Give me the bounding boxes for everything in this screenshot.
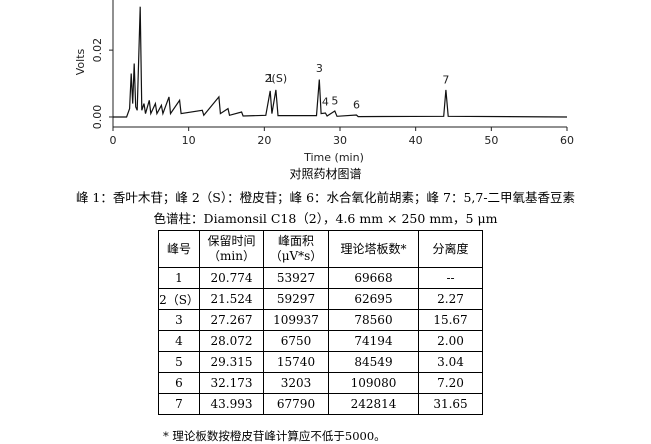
header-label: 理论塔板数* [340, 241, 407, 256]
y-tick-label: 0.02 [91, 38, 104, 63]
table-cell: 21.524 [199, 288, 264, 310]
table-cell: 242814 [328, 393, 419, 415]
table-cell: 20.774 [199, 267, 264, 289]
table-cell: 2.27 [418, 288, 483, 310]
table-cell: 53927 [263, 267, 329, 289]
x-tick-label: 10 [182, 134, 196, 147]
table-cell: 6750 [263, 330, 329, 352]
header-label: 峰号 [166, 241, 191, 256]
chart-axes: 0 10 20 30 40 50 60 0.00 0.02 Time (min) Volts [74, 0, 574, 164]
table-cell: 2.00 [418, 330, 483, 352]
results-table: 峰号 保留时间 （min） 峰面积 （μV*s） 理论塔板数* 分离度 1 20.77… [158, 230, 483, 415]
table-cell: 67790 [263, 393, 329, 415]
peak-label: 6 [353, 99, 360, 112]
x-axis-title: Time (min) [303, 151, 364, 164]
header-plate-number: 理论塔板数* [328, 230, 419, 268]
header-label: 峰面积 [277, 234, 314, 248]
table-cell: 5 [158, 351, 200, 373]
table-cell: 3203 [263, 372, 329, 394]
table-cell: 109937 [263, 309, 329, 331]
table-cell: 69668 [328, 267, 419, 289]
table-cell: 2（S） [158, 288, 200, 310]
table-cell: 62695 [328, 288, 419, 310]
table-cell: 3 [158, 309, 200, 331]
table-cell: -- [418, 267, 483, 289]
chromatogram-trace [113, 6, 568, 118]
table-cell: 15.67 [418, 309, 483, 331]
header-peak-no: 峰号 [158, 230, 200, 268]
table-cell: 32.173 [199, 372, 264, 394]
table-cell: 27.267 [199, 309, 264, 331]
table-cell: 29.315 [199, 351, 264, 373]
x-tick-label: 30 [333, 134, 347, 147]
table-cell: 7 [158, 393, 200, 415]
chart-marks: 12(S) 3 4 5 6 7 [113, 6, 568, 118]
peak-label: 7 [442, 74, 449, 87]
table-cell: 1 [158, 267, 200, 289]
header-unit: （min） [208, 249, 255, 263]
table-row: 4 28.072 6750 74194 2.00 [158, 330, 483, 352]
table-cell: 28.072 [199, 330, 264, 352]
table-row: 5 29.315 15740 84549 3.04 [158, 351, 483, 373]
peak-label: 5 [331, 94, 338, 107]
peak-label: 3 [316, 62, 323, 75]
y-tick-label: 0.00 [91, 105, 104, 130]
table-cell: 59297 [263, 288, 329, 310]
column-info: 色谱柱：Diamonsil C18（2），4.6 mm × 250 mm，5 μ… [153, 211, 498, 226]
table-row: 3 27.267 109937 78560 15.67 [158, 309, 483, 331]
table-cell: 3.04 [418, 351, 483, 373]
table-body: 1 20.774 53927 69668 -- 2（S） 21.524 59297 62695 2… [158, 267, 483, 415]
table-header-row: 峰号 保留时间 （min） 峰面积 （μV*s） 理论塔板数* 分离度 [158, 230, 483, 268]
table-cell: 84549 [328, 351, 419, 373]
peak-label: 1 [267, 72, 274, 85]
x-tick-label: 50 [484, 134, 498, 147]
table-cell: 6 [158, 372, 200, 394]
table-row: 7 43.993 67790 242814 31.65 [158, 393, 483, 415]
table-row: 2（S） 21.524 59297 62695 2.27 [158, 288, 483, 310]
footnote: * 理论板数按橙皮苷峰计算应不低于5000。 [163, 429, 386, 443]
peak-label: 4 [322, 95, 329, 108]
x-tick-label: 40 [409, 134, 423, 147]
figure-title: 对照药材图谱 [289, 167, 362, 181]
peak-label: 2(S) [265, 72, 288, 85]
chromatogram-chart: 0 10 20 30 40 50 60 0.00 0.02 Time (min) Volts 12(… [74, 0, 574, 164]
header-label: 保留时间 [207, 234, 256, 248]
table-cell: 78560 [328, 309, 419, 331]
table-cell: 15740 [263, 351, 329, 373]
x-tick-label: 0 [110, 134, 117, 147]
x-tick-label: 20 [257, 134, 271, 147]
table-cell: 7.20 [418, 372, 483, 394]
header-label: 分离度 [432, 241, 469, 256]
table-cell: 74194 [328, 330, 419, 352]
header-resolution: 分离度 [418, 230, 483, 268]
table-cell: 31.65 [418, 393, 483, 415]
table-cell: 43.993 [199, 393, 264, 415]
table-cell: 109080 [328, 372, 419, 394]
peak-legend: 峰 1：香叶木苷；峰 2（S）：橙皮苷；峰 6：水合氧化前胡素；峰 7：5,7-… [75, 190, 576, 205]
y-axis-title: Volts [74, 48, 87, 75]
header-retention-time: 保留时间 （min） [199, 230, 264, 268]
table-row: 1 20.774 53927 69668 -- [158, 267, 483, 289]
header-unit: （μV*s） [269, 249, 323, 263]
header-peak-area: 峰面积 （μV*s） [263, 230, 329, 268]
table-row: 6 32.173 3203 109080 7.20 [158, 372, 483, 394]
table-cell: 4 [158, 330, 200, 352]
x-tick-label: 60 [560, 134, 574, 147]
